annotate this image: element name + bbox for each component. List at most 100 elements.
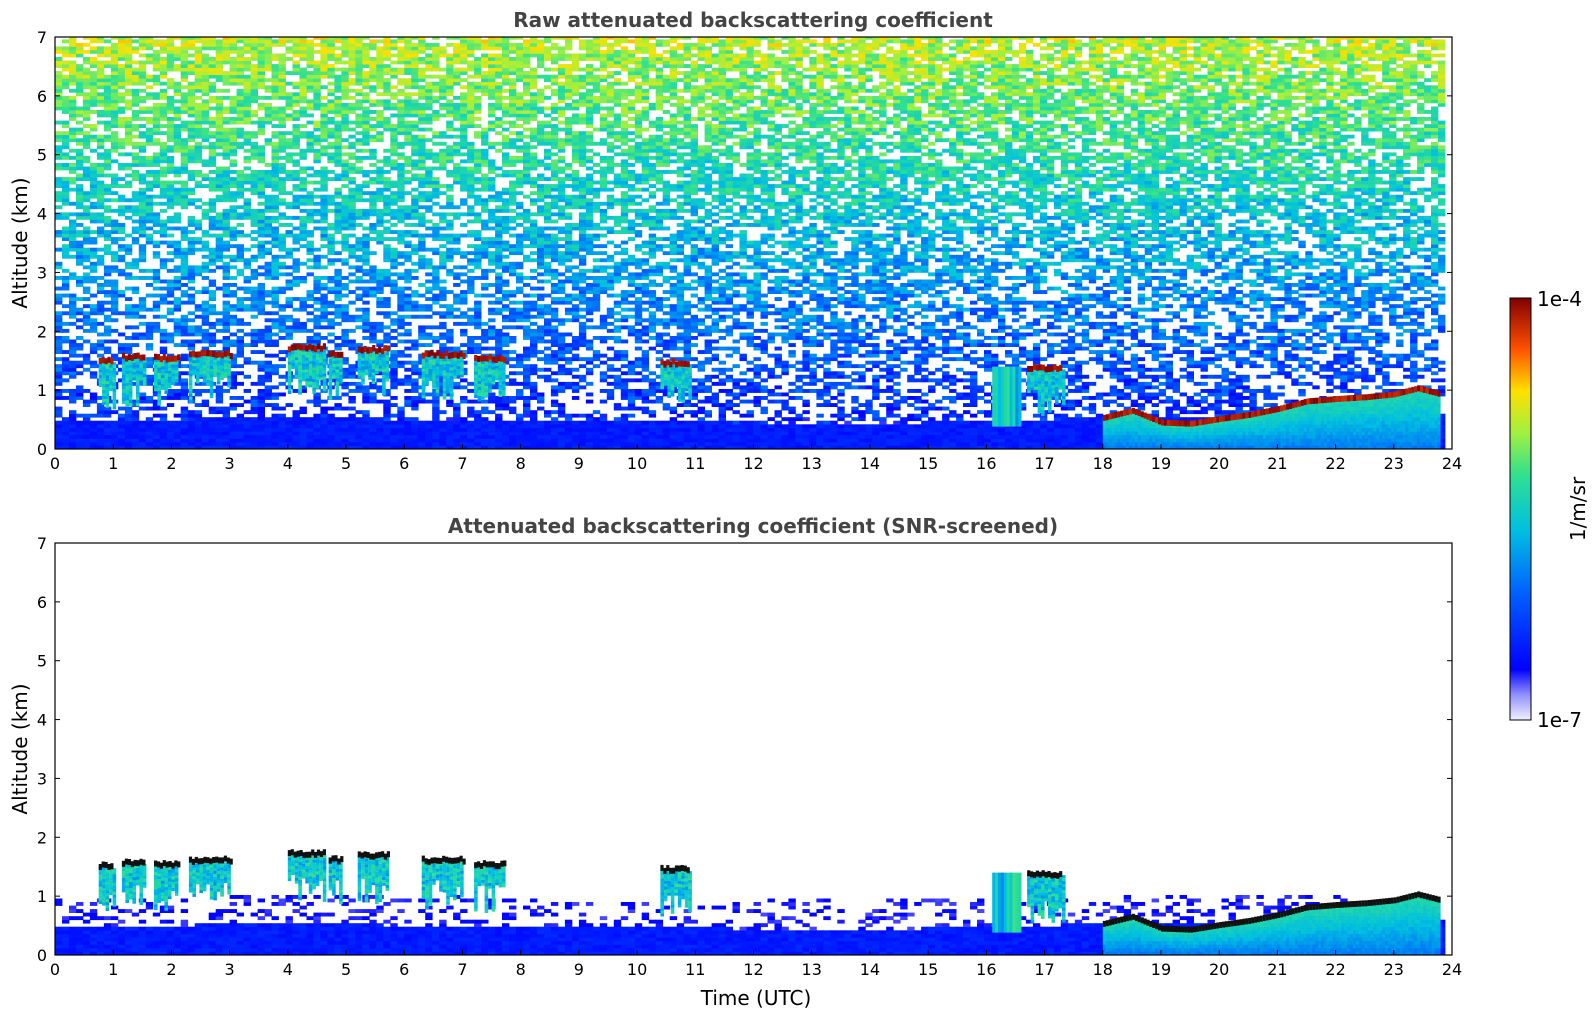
heatmap-cell bbox=[139, 276, 146, 280]
heatmap-cell bbox=[132, 39, 139, 43]
heatmap-cell bbox=[167, 184, 174, 188]
heatmap-cell bbox=[125, 262, 132, 266]
heatmap-cell bbox=[251, 237, 258, 241]
heatmap-cell bbox=[139, 177, 146, 181]
heatmap-cell bbox=[209, 431, 216, 435]
heatmap-cell bbox=[146, 438, 153, 442]
heatmap-cell bbox=[237, 99, 244, 103]
heatmap-cell bbox=[195, 237, 202, 241]
heatmap-cell bbox=[223, 135, 230, 139]
heatmap-cell bbox=[258, 159, 265, 163]
heatmap-cell bbox=[202, 389, 209, 393]
heatmap-cell bbox=[125, 61, 132, 65]
heatmap-cell bbox=[83, 237, 90, 241]
heatmap-cell bbox=[272, 89, 279, 93]
heatmap-cell bbox=[83, 78, 90, 82]
heatmap-cell bbox=[258, 82, 265, 86]
heatmap-cell bbox=[181, 92, 188, 96]
heatmap-cell bbox=[202, 57, 209, 61]
heatmap-cell bbox=[279, 188, 286, 192]
heatmap-cell bbox=[167, 135, 174, 139]
heatmap-cell bbox=[216, 43, 223, 47]
heatmap-cell bbox=[160, 301, 167, 305]
heatmap-cell bbox=[181, 145, 188, 149]
heatmap-cell bbox=[139, 244, 146, 248]
heatmap-cell bbox=[230, 99, 237, 103]
heatmap-cell bbox=[174, 435, 181, 439]
heatmap-cell bbox=[153, 304, 160, 308]
heatmap-cell bbox=[209, 283, 216, 287]
heatmap-cell bbox=[55, 262, 62, 266]
heatmap-cell bbox=[132, 424, 139, 428]
heatmap-cell bbox=[111, 92, 118, 96]
heatmap-cell bbox=[244, 107, 251, 111]
heatmap-cell bbox=[258, 191, 265, 195]
heatmap-cell bbox=[146, 212, 153, 216]
heatmap-cell bbox=[237, 354, 244, 358]
heatmap-cell bbox=[55, 382, 62, 386]
heatmap-cell bbox=[62, 311, 69, 315]
heatmap-cell bbox=[279, 107, 286, 111]
heatmap-cell bbox=[244, 114, 251, 118]
heatmap-cell bbox=[97, 142, 104, 146]
heatmap-cell bbox=[230, 195, 237, 199]
heatmap-cell bbox=[167, 46, 174, 50]
heatmap-cell bbox=[195, 393, 202, 397]
heatmap-cell bbox=[230, 64, 237, 68]
heatmap-cell bbox=[139, 61, 146, 65]
heatmap-cell bbox=[97, 121, 104, 125]
heatmap-cell bbox=[265, 368, 272, 372]
heatmap-cell bbox=[230, 57, 237, 61]
heatmap-cell bbox=[230, 431, 237, 435]
heatmap-cell bbox=[167, 181, 174, 185]
heatmap-cell bbox=[62, 195, 69, 199]
heatmap-cell bbox=[237, 107, 244, 111]
heatmap-cell bbox=[181, 283, 188, 287]
heatmap-cell bbox=[139, 424, 146, 428]
heatmap-cell bbox=[244, 308, 251, 312]
heatmap-cell bbox=[230, 244, 237, 248]
heatmap-cell bbox=[202, 121, 209, 125]
heatmap-cell bbox=[69, 156, 76, 160]
heatmap-cell bbox=[90, 308, 97, 312]
heatmap-cell bbox=[181, 46, 188, 50]
heatmap-cell bbox=[90, 216, 97, 220]
heatmap-cell bbox=[104, 301, 111, 305]
heatmap-cell bbox=[244, 297, 251, 301]
heatmap-cell bbox=[230, 149, 237, 153]
heatmap-cell bbox=[146, 78, 153, 82]
heatmap-cell bbox=[139, 124, 146, 128]
heatmap-cell bbox=[181, 110, 188, 114]
heatmap-cell bbox=[258, 311, 265, 315]
heatmap-cell bbox=[90, 241, 97, 245]
heatmap-cell bbox=[258, 230, 265, 234]
heatmap-cell bbox=[265, 209, 272, 213]
heatmap-cell bbox=[202, 184, 209, 188]
heatmap-cell bbox=[83, 117, 90, 121]
heatmap-cell bbox=[104, 410, 111, 414]
heatmap-cell bbox=[237, 212, 244, 216]
heatmap-cell bbox=[76, 184, 83, 188]
heatmap-cell bbox=[181, 318, 188, 322]
heatmap-cell bbox=[160, 195, 167, 199]
heatmap-cell bbox=[244, 36, 251, 40]
heatmap-cell bbox=[160, 315, 167, 319]
heatmap-cell bbox=[258, 117, 265, 121]
heatmap-cell bbox=[181, 438, 188, 442]
heatmap-cell bbox=[279, 167, 286, 171]
heatmap-cell bbox=[139, 435, 146, 439]
heatmap-cell bbox=[258, 170, 265, 174]
heatmap-cell bbox=[265, 375, 272, 379]
heatmap-cell bbox=[223, 121, 230, 125]
heatmap-cell bbox=[195, 435, 202, 439]
heatmap-cell bbox=[118, 43, 125, 47]
heatmap-cell bbox=[216, 188, 223, 192]
heatmap-cell bbox=[188, 325, 195, 329]
heatmap-cell bbox=[62, 368, 69, 372]
heatmap-cell bbox=[167, 287, 174, 291]
heatmap-cell bbox=[132, 142, 139, 146]
heatmap-cell bbox=[153, 39, 160, 43]
heatmap-cell bbox=[195, 89, 202, 93]
heatmap-cell bbox=[237, 96, 244, 100]
heatmap-cell bbox=[167, 43, 174, 47]
